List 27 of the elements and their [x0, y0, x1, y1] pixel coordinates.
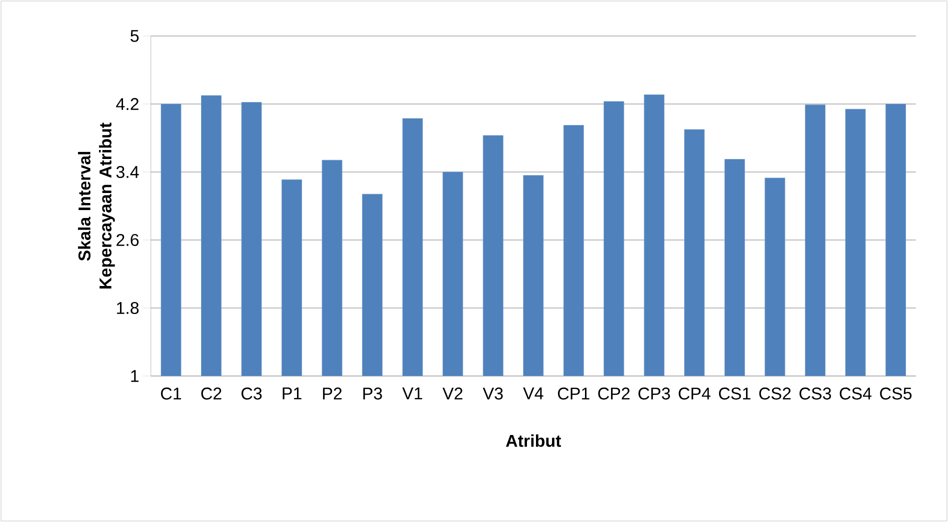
x-tick-label: CS4 [840, 388, 872, 400]
y-tick-label: 3.4 [116, 166, 139, 178]
x-tick-label: P2 [323, 388, 342, 400]
x-tick-label: P1 [282, 388, 302, 400]
x-tick-label: P3 [363, 388, 382, 400]
x-tick-label: CS5 [880, 388, 912, 400]
y-tick-label: 5 [130, 30, 139, 42]
x-tick-label: V1 [402, 388, 422, 400]
x-tick-label: CP4 [678, 388, 710, 400]
x-tick-label: V4 [523, 388, 544, 400]
x-tick-label: C3 [242, 388, 262, 400]
x-tick-label: CP1 [558, 388, 590, 400]
y-tick-label: 1.8 [117, 302, 139, 314]
y-tick-label: 2.6 [116, 234, 139, 246]
x-axis-title: Atribut [506, 434, 562, 447]
x-tick-label: CP2 [598, 388, 630, 400]
y-axis-title: Skala Interval Kepercayaan Atribut [78, 122, 115, 288]
x-tick-label: C2 [201, 388, 222, 400]
x-tick-label: C1 [161, 388, 182, 400]
x-tick-label: CS2 [759, 388, 791, 400]
x-tick-label: CS3 [800, 388, 831, 400]
x-tick-label: CS1 [719, 388, 750, 400]
y-tick-label: 1 [131, 370, 139, 382]
x-tick-label: CP3 [638, 388, 670, 400]
x-tick-label: V2 [442, 388, 462, 400]
y-tick-label: 4.2 [116, 98, 138, 110]
x-tick-label: V3 [482, 388, 503, 400]
